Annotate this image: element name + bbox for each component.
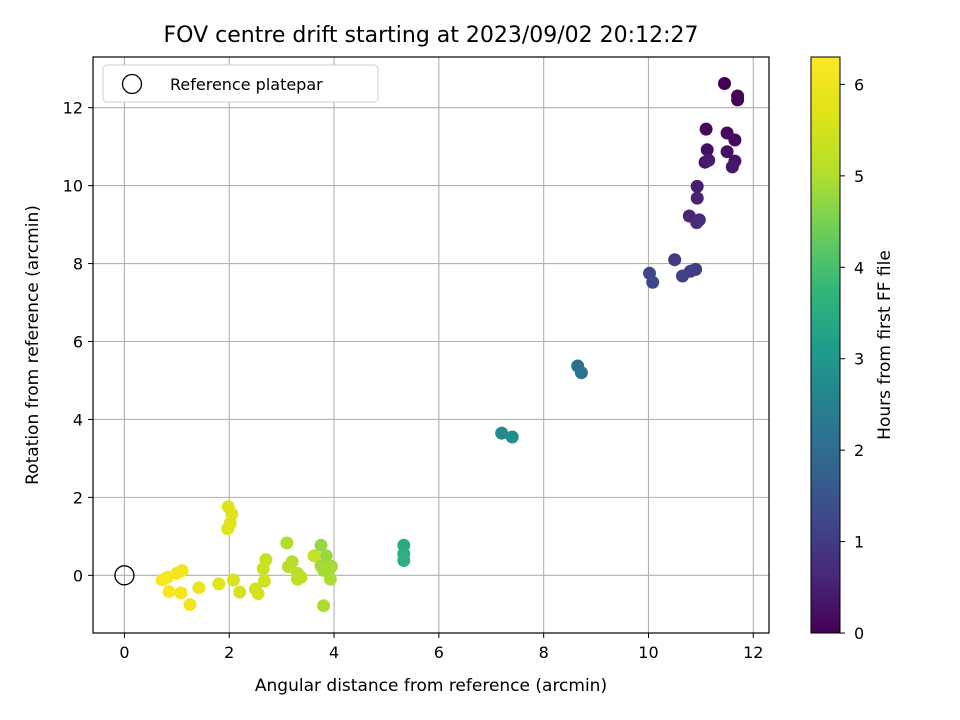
x-tick-label: 8 xyxy=(539,643,549,662)
y-tick-label: 8 xyxy=(73,255,83,274)
data-point xyxy=(397,554,411,567)
colorbar-gradient xyxy=(810,56,841,634)
y-axis-label: Rotation from reference (arcmin) xyxy=(23,205,43,485)
data-point xyxy=(505,430,519,444)
y-tick-label: 0 xyxy=(73,566,83,585)
x-axis-ticks: 0 2 4 6 8 10 12 xyxy=(119,633,763,662)
x-tick-label: 6 xyxy=(434,643,444,662)
data-point xyxy=(700,143,714,157)
x-axis-label: Angular distance from reference (arcmin) xyxy=(255,676,607,696)
data-point xyxy=(728,133,742,147)
data-point xyxy=(155,573,169,587)
data-point xyxy=(192,581,206,595)
data-point xyxy=(731,93,745,107)
data-point xyxy=(319,549,333,563)
data-point xyxy=(174,586,188,600)
data-point xyxy=(699,122,713,136)
data-point xyxy=(226,573,240,587)
y-axis-ticks: 0 2 4 6 8 10 12 xyxy=(63,99,93,585)
y-tick-label: 10 xyxy=(63,177,83,196)
data-point xyxy=(676,269,689,283)
data-point xyxy=(256,562,270,576)
chart-title: FOV centre drift starting at 2023/09/02 … xyxy=(164,23,699,48)
data-point xyxy=(690,191,704,205)
data-point xyxy=(212,577,226,591)
data-point xyxy=(290,572,304,586)
x-tick-label: 2 xyxy=(224,643,234,662)
data-point xyxy=(702,153,716,167)
data-point xyxy=(257,574,271,588)
colorbar-tick-label: 6 xyxy=(854,75,864,94)
data-point xyxy=(668,253,682,267)
data-point xyxy=(690,179,704,193)
data-point xyxy=(162,585,176,599)
y-tick-label: 12 xyxy=(63,99,83,118)
legend-marker-icon xyxy=(121,73,143,95)
plot-frame xyxy=(92,56,770,634)
x-tick-label: 4 xyxy=(329,643,339,662)
reference-platepar-marker xyxy=(114,565,135,586)
colorbar-tick-label: 3 xyxy=(854,350,864,369)
colorbar-tick-label: 5 xyxy=(854,167,864,186)
data-point xyxy=(251,587,265,601)
colorbar: 0 1 2 3 4 5 6 Hours from first FF file xyxy=(810,56,895,643)
data-points xyxy=(155,77,745,613)
data-point xyxy=(233,585,247,599)
data-point xyxy=(574,366,588,380)
data-point xyxy=(725,160,739,174)
data-point xyxy=(280,536,294,550)
data-point xyxy=(314,538,328,552)
data-point xyxy=(183,598,197,612)
grid xyxy=(93,57,769,633)
y-tick-label: 6 xyxy=(73,332,83,351)
reference-marker-layer xyxy=(114,565,135,586)
colorbar-tick-label: 4 xyxy=(854,258,864,277)
y-tick-label: 2 xyxy=(73,488,83,507)
data-point xyxy=(307,549,321,563)
data-point xyxy=(718,77,731,90)
data-point xyxy=(720,145,734,159)
x-tick-label: 12 xyxy=(743,643,763,662)
data-point xyxy=(323,572,337,586)
colorbar-tick-label: 2 xyxy=(854,441,864,460)
colorbar-ticks: 0 1 2 3 4 5 6 xyxy=(840,75,864,643)
legend: Reference platepar xyxy=(102,64,379,103)
data-point xyxy=(646,275,660,289)
x-tick-label: 0 xyxy=(119,643,129,662)
colorbar-tick-label: 0 xyxy=(854,624,864,643)
data-point xyxy=(317,599,331,613)
y-tick-label: 4 xyxy=(73,410,83,429)
colorbar-label: Hours from first FF file xyxy=(875,250,895,440)
data-point xyxy=(690,216,704,230)
colorbar-tick-label: 1 xyxy=(854,533,864,552)
data-point xyxy=(221,522,235,536)
legend-box xyxy=(102,64,379,103)
legend-entry-label: Reference platepar xyxy=(170,75,323,94)
x-tick-label: 10 xyxy=(638,643,658,662)
data-point xyxy=(282,560,295,574)
data-point xyxy=(495,426,509,440)
